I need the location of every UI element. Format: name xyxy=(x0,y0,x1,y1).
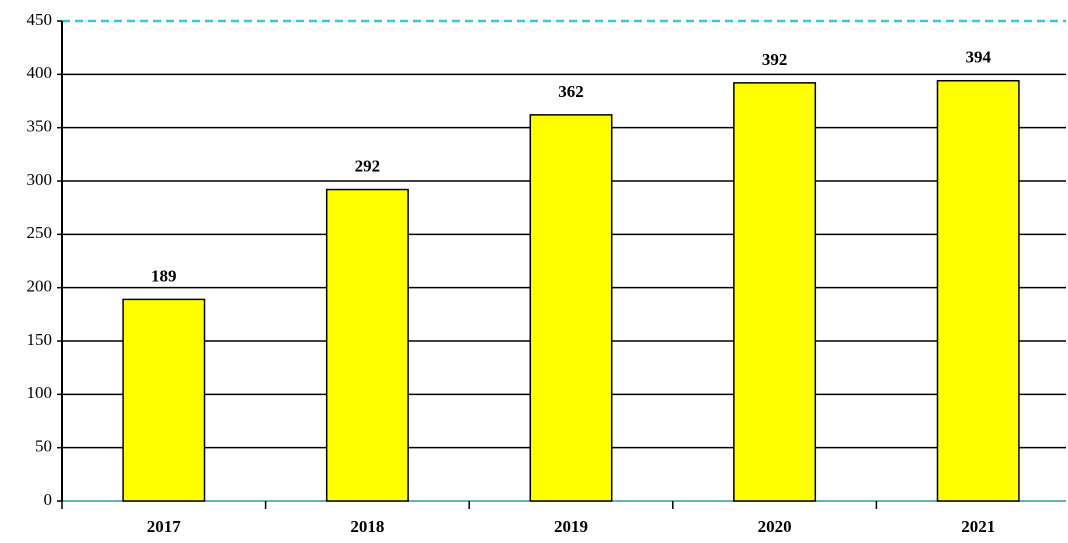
y-tick-label: 0 xyxy=(44,490,53,509)
x-tick-label: 2018 xyxy=(350,517,384,536)
y-tick-label: 50 xyxy=(35,437,52,456)
x-tick-label: 2017 xyxy=(147,517,182,536)
x-tick-label: 2019 xyxy=(554,517,588,536)
y-tick-label: 200 xyxy=(27,277,53,296)
data-label: 362 xyxy=(558,82,584,101)
y-tick-label: 100 xyxy=(27,383,53,402)
data-label: 394 xyxy=(965,48,991,67)
bar xyxy=(936,79,1020,502)
y-tick-label: 350 xyxy=(27,117,53,136)
data-label: 392 xyxy=(762,50,788,69)
y-tick-label: 400 xyxy=(27,63,53,82)
data-label: 189 xyxy=(151,266,177,285)
x-tick-label: 2021 xyxy=(961,517,995,536)
data-label: 292 xyxy=(355,156,381,175)
y-tick-label: 250 xyxy=(27,223,53,242)
bar xyxy=(529,114,613,502)
bar xyxy=(325,188,409,502)
y-tick-label: 450 xyxy=(27,10,53,29)
bar xyxy=(733,82,817,502)
y-tick-label: 150 xyxy=(27,330,53,349)
y-tick-label: 300 xyxy=(27,170,53,189)
x-tick-label: 2020 xyxy=(758,517,792,536)
bar xyxy=(122,298,206,502)
